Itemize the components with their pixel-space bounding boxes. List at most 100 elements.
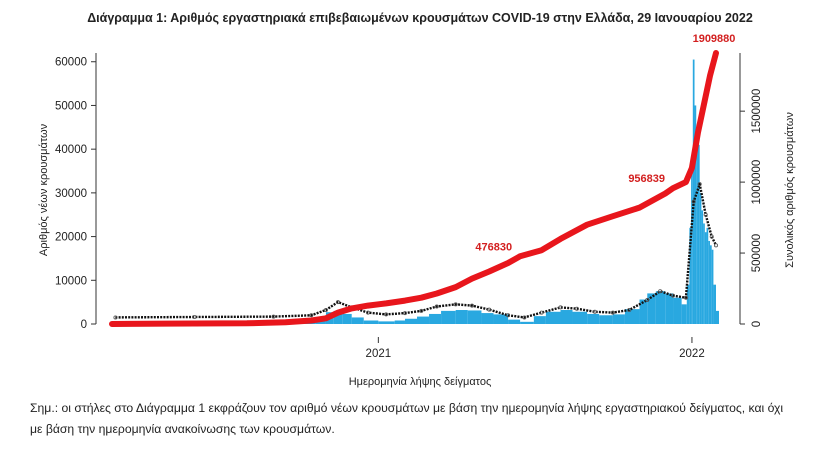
cumulative-callout-label: 476830 bbox=[475, 241, 512, 253]
moving-average-point bbox=[645, 297, 650, 302]
daily-cases-bar bbox=[713, 284, 716, 324]
daily-cases-bar bbox=[647, 293, 656, 324]
daily-cases-bar bbox=[696, 140, 698, 324]
y-axis-right-ticks: 0 500000 1000000 1500000 bbox=[740, 89, 763, 327]
daily-cases-bar bbox=[508, 319, 521, 324]
daily-cases-bar bbox=[441, 310, 456, 324]
y-axis-left-title: Αριθμός νέων κρουσμάτων bbox=[38, 123, 50, 256]
moving-average-point bbox=[683, 295, 688, 300]
daily-cases-bar bbox=[655, 291, 666, 324]
daily-cases-bar bbox=[599, 315, 613, 324]
moving-average-point bbox=[434, 304, 439, 309]
daily-cases-bar bbox=[699, 192, 702, 324]
moving-average-point bbox=[574, 306, 579, 311]
daily-cases-bar bbox=[706, 227, 709, 324]
daily-cases-bar bbox=[665, 293, 674, 324]
y-right-tick-label: 1500000 bbox=[751, 89, 763, 134]
daily-cases-bar bbox=[716, 310, 719, 324]
moving-average-point bbox=[709, 234, 714, 239]
daily-cases-bar bbox=[697, 144, 700, 324]
y-right-tick-label: 500000 bbox=[751, 234, 763, 272]
daily-cases-bar bbox=[673, 297, 682, 324]
y-left-tick-label: 10000 bbox=[55, 275, 87, 287]
daily-cases-bar bbox=[455, 310, 468, 324]
moving-average-point bbox=[658, 289, 663, 294]
moving-average-point bbox=[714, 243, 719, 248]
moving-average-point bbox=[335, 300, 340, 305]
daily-cases-bar bbox=[694, 105, 697, 324]
x-tick-label: 2022 bbox=[679, 348, 705, 360]
y-right-tick-label: 0 bbox=[751, 321, 763, 327]
y-axis-right-title: Συνολικός αριθμός κρουσμάτων bbox=[784, 112, 796, 268]
daily-cases-bar bbox=[587, 313, 600, 324]
callouts-layer: 476830 956839 1909880 bbox=[475, 33, 735, 253]
y-left-tick-label: 0 bbox=[81, 319, 87, 331]
daily-cases-bar bbox=[394, 320, 405, 324]
y-left-tick-label: 60000 bbox=[55, 57, 87, 69]
daily-cases-bar bbox=[624, 309, 640, 324]
daily-cases-bar bbox=[363, 320, 379, 324]
moving-average-point bbox=[469, 303, 474, 308]
moving-average-layer bbox=[113, 182, 719, 320]
x-tick-label: 2021 bbox=[366, 348, 392, 360]
moving-average-point bbox=[419, 308, 424, 313]
y-left-tick-label: 30000 bbox=[55, 188, 87, 200]
moving-average-point bbox=[558, 305, 563, 310]
chart-title: Διάγραμμα 1: Αριθμός εργαστηριακά επιβεβ… bbox=[87, 11, 753, 25]
daily-cases-bar bbox=[572, 311, 588, 324]
moving-average-point bbox=[487, 307, 492, 312]
x-axis-title: Ημερομηνία λήψης δείγματος bbox=[349, 376, 492, 388]
y-left-tick-label: 40000 bbox=[55, 144, 87, 156]
daily-cases-bar bbox=[429, 313, 442, 324]
daily-cases-bar bbox=[533, 316, 546, 324]
moving-average-point bbox=[592, 309, 597, 314]
daily-cases-bar bbox=[481, 313, 494, 324]
cumulative-callout-label: 1909880 bbox=[693, 33, 736, 45]
daily-cases-bar bbox=[351, 317, 364, 324]
daily-cases-bar bbox=[493, 314, 509, 324]
moving-average-point bbox=[671, 293, 676, 298]
moving-average-point bbox=[366, 310, 371, 315]
moving-average-point bbox=[113, 315, 118, 320]
daily-cases-bar bbox=[333, 310, 343, 324]
y-right-tick-label: 1000000 bbox=[751, 160, 763, 205]
y-left-tick-label: 50000 bbox=[55, 100, 87, 112]
daily-cases-bars bbox=[115, 59, 719, 324]
moving-average-point bbox=[506, 313, 511, 318]
daily-cases-bar bbox=[612, 314, 625, 324]
daily-cases-bar bbox=[545, 311, 561, 324]
daily-cases-bar bbox=[378, 321, 395, 324]
moving-average-point bbox=[522, 315, 527, 320]
daily-cases-bar bbox=[520, 321, 534, 324]
daily-cases-bar bbox=[691, 171, 693, 324]
daily-cases-bar bbox=[701, 210, 704, 324]
moving-average-point bbox=[192, 315, 197, 320]
daily-cases-bar bbox=[692, 59, 695, 324]
daily-cases-bar bbox=[708, 240, 710, 324]
cumulative-callout-label: 956839 bbox=[628, 173, 665, 185]
daily-cases-bar bbox=[703, 223, 705, 324]
moving-average-point bbox=[539, 310, 544, 315]
moving-average-point bbox=[309, 313, 314, 318]
moving-average-line bbox=[115, 182, 718, 319]
daily-cases-bar bbox=[704, 232, 707, 324]
daily-cases-bar bbox=[681, 304, 687, 324]
moving-average-point bbox=[402, 311, 407, 316]
cumulative-cases-line bbox=[109, 50, 719, 327]
moving-average-point bbox=[453, 302, 458, 307]
moving-average-point bbox=[691, 199, 696, 204]
x-axis-ticks: 2021 2022 bbox=[366, 337, 705, 360]
moving-average-point bbox=[703, 212, 708, 217]
daily-cases-bar bbox=[689, 227, 692, 324]
moving-average-point bbox=[384, 312, 389, 317]
y-left-tick-label: 20000 bbox=[55, 232, 87, 244]
daily-cases-bar bbox=[560, 310, 573, 324]
moving-average-point bbox=[697, 182, 702, 187]
moving-average-point bbox=[271, 314, 276, 319]
daily-cases-bar bbox=[709, 245, 712, 324]
moving-average-point bbox=[627, 308, 632, 313]
footnote-line-2: με βάση την ημερομηνία ανακοίνωσης των κ… bbox=[30, 422, 335, 436]
moving-average-point bbox=[323, 308, 328, 313]
daily-cases-bar bbox=[342, 313, 352, 324]
